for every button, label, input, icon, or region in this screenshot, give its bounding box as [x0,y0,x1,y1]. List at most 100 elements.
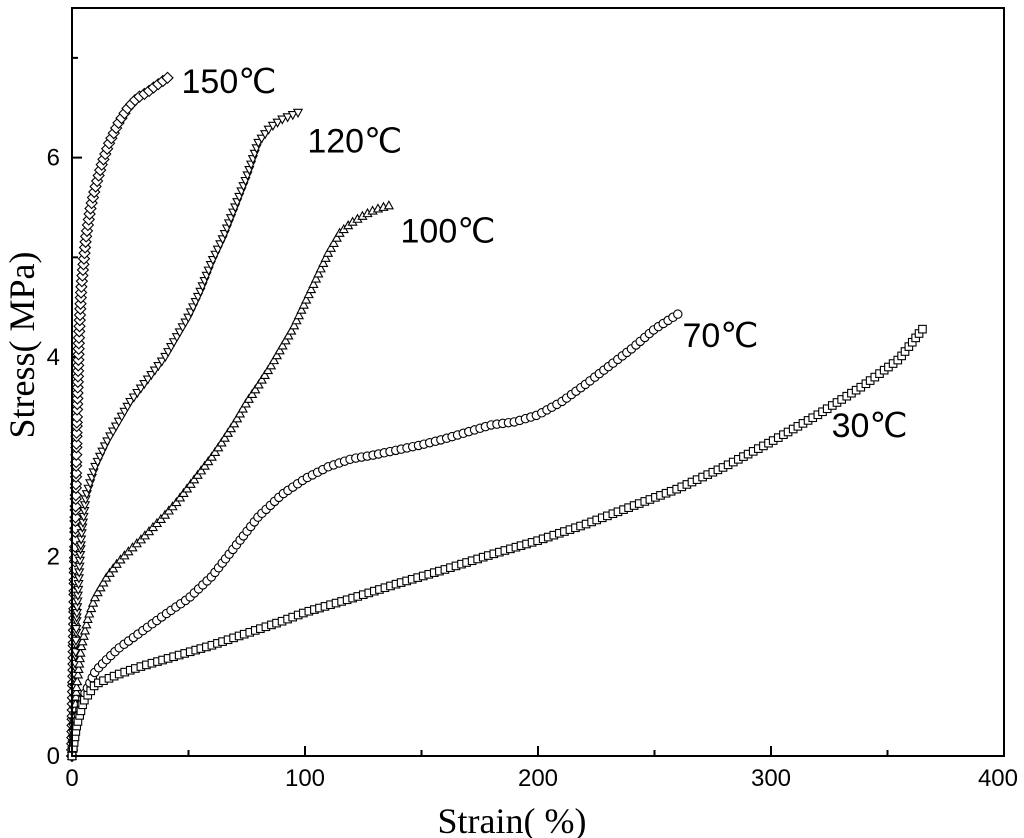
data-point [146,370,157,381]
y-axis-title: Stress( MPa) [2,252,42,439]
data-point [240,398,251,408]
data-point [185,478,196,488]
data-point [673,309,683,319]
data-point [156,357,167,367]
x-axis-title: Strain( %) [438,801,587,838]
data-point [76,640,87,651]
series-label: 100℃ [401,212,496,250]
data-point [305,283,317,294]
data-point [203,456,214,466]
data-point [142,375,153,385]
series-30: 30℃ [67,324,927,761]
data-point [192,469,203,479]
data-point [209,446,221,456]
data-point [83,207,96,221]
data-point [228,418,240,428]
data-point [298,299,309,309]
data-point [918,324,927,334]
series-label: 150℃ [182,63,277,101]
data-point [274,345,285,355]
data-point [206,451,217,461]
data-point [92,587,103,597]
series-layer: 150℃ 120℃ 100℃ 70℃ 30℃ [65,63,927,763]
data-point [282,113,293,123]
y-tick-label: 6 [47,145,60,172]
data-point [101,572,112,582]
data-point [139,379,150,390]
data-point [73,663,84,674]
data-point [328,237,339,247]
series-label: 120℃ [307,123,402,161]
series-label: 70℃ [682,317,758,355]
data-point [89,592,101,602]
x-tick-label: 100 [285,765,325,792]
data-point [81,619,92,629]
data-point [74,652,86,663]
data-point [256,374,267,384]
data-point [272,118,283,128]
data-point [280,335,291,345]
data-point [259,130,271,140]
data-point [178,487,189,497]
data-point [86,602,97,613]
data-point [259,369,270,380]
data-point [315,263,326,273]
series-120: 120℃ [66,108,402,762]
data-point [222,427,234,437]
data-point [174,492,186,502]
data-point [313,268,324,278]
data-point [325,242,337,252]
data-point [268,354,280,365]
data-point [72,675,83,686]
data-point [111,558,122,568]
data-point [383,200,395,210]
data-point [271,350,282,360]
data-point [70,410,84,424]
data-point [310,273,322,283]
data-point [72,669,84,679]
y-tick-label: 0 [47,743,60,770]
data-point [286,325,297,335]
data-point [135,384,146,394]
data-point [195,465,207,475]
data-point [288,320,300,330]
data-point [108,563,119,573]
data-point [225,423,237,433]
data-point [98,577,109,587]
x-tick-label: 400 [978,765,1018,792]
data-point [243,393,254,403]
data-point [237,403,248,413]
data-point [267,121,279,132]
data-point [283,330,294,340]
y-tick-label: 2 [47,544,60,571]
data-point [253,379,264,389]
data-point [216,437,227,447]
data-point [77,636,88,646]
data-point [78,630,89,640]
data-point [171,496,182,507]
data-point [277,340,288,350]
data-point [71,681,82,692]
x-tick-label: 0 [65,765,78,792]
data-point [291,315,302,325]
data-point [293,309,305,320]
data-point [301,294,312,304]
data-point [181,483,193,493]
plot-frame [71,7,1005,757]
data-point [125,397,136,408]
x-tick-label: 300 [751,765,791,792]
data-point [81,218,95,232]
data-point [219,432,230,442]
tick-labels: 0 100 200 300 400 0 2 4 6 [47,145,1018,792]
data-point [80,224,94,238]
data-point [75,647,86,657]
data-point [277,115,288,125]
series-70: 70℃ [67,309,758,761]
data-point [250,384,261,394]
data-point [72,331,86,344]
x-tick-label: 200 [518,765,558,792]
data-point [128,393,139,403]
data-point [318,257,329,267]
data-point [262,364,274,375]
data-point [161,71,174,85]
